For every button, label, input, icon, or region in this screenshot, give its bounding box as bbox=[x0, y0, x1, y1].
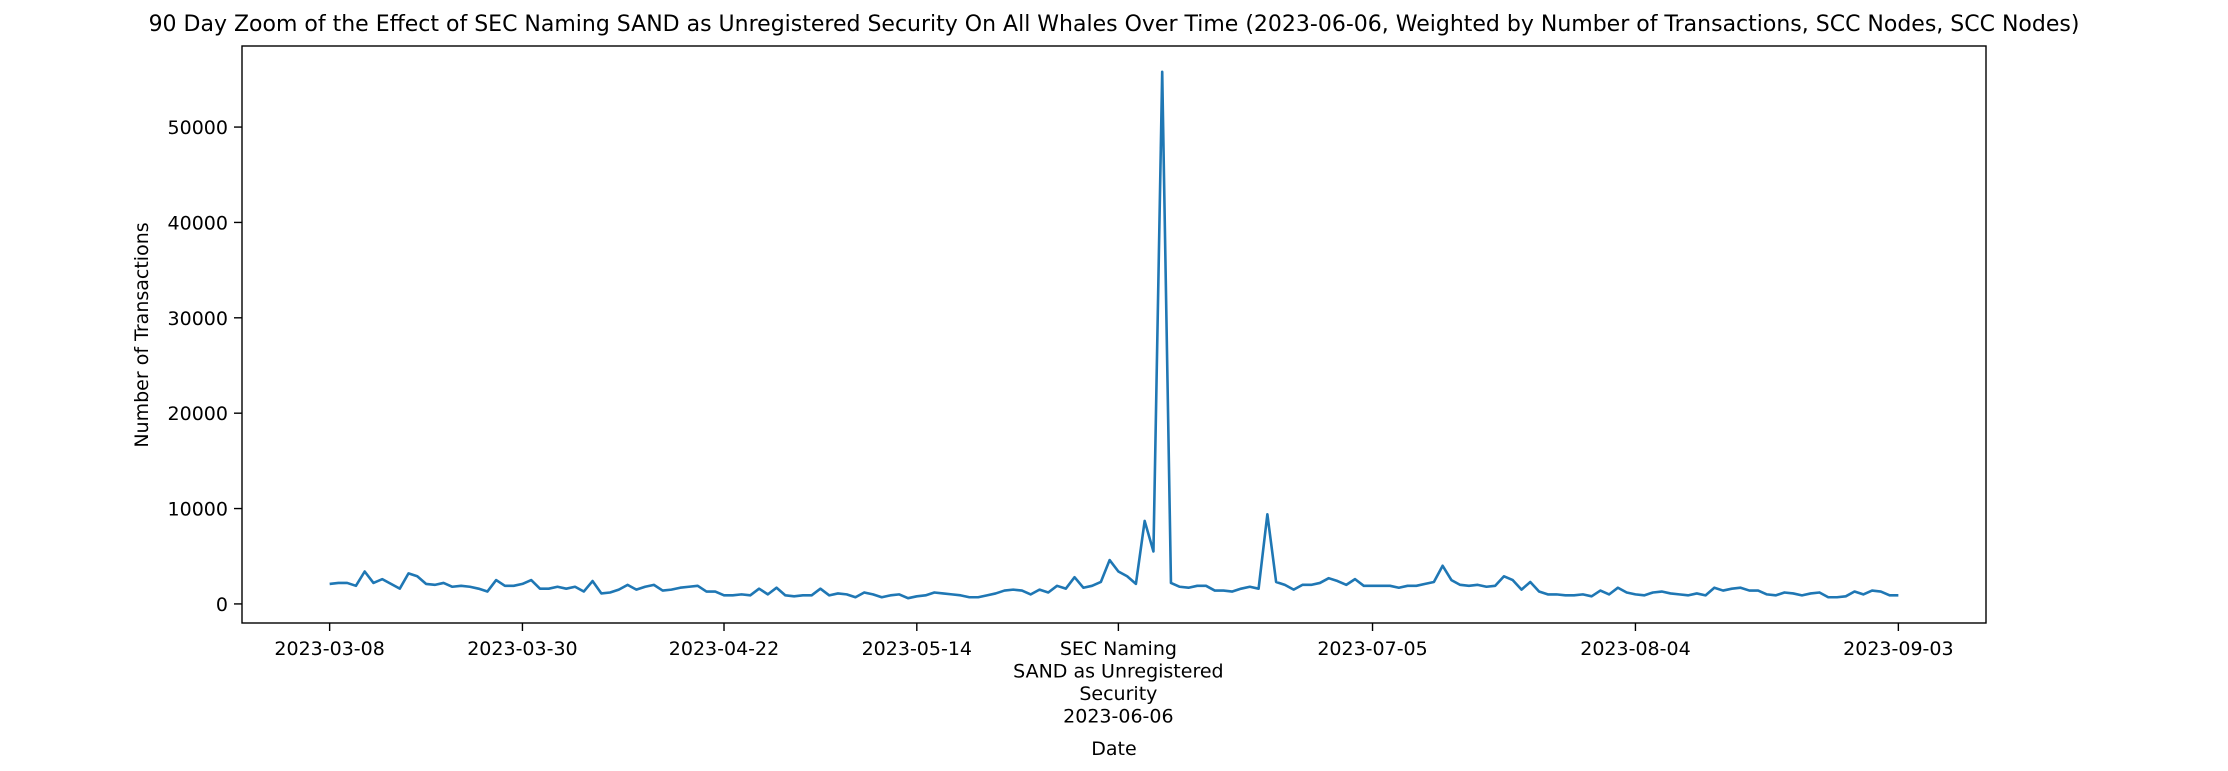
plot-area-frame bbox=[241, 45, 1987, 624]
x-tick-label: 2023-03-08 bbox=[274, 638, 384, 660]
y-tick-label: 10000 bbox=[168, 499, 228, 521]
y-tick-label: 40000 bbox=[168, 212, 228, 234]
x-tick-label: 2023-09-03 bbox=[1843, 638, 1953, 660]
x-tick-label: 2023-03-30 bbox=[467, 638, 577, 660]
y-tick-label: 0 bbox=[216, 594, 228, 616]
x-tick-label: Security bbox=[1079, 683, 1157, 705]
y-axis-title: Number of Transactions bbox=[131, 222, 153, 447]
chart-title: 90 Day Zoom of the Effect of SEC Naming … bbox=[149, 12, 2080, 37]
x-tick-label: SAND as Unregistered bbox=[1013, 661, 1223, 683]
x-axis-title: Date bbox=[1091, 738, 1136, 760]
y-tick-label: 30000 bbox=[168, 308, 228, 330]
y-tick-label: 20000 bbox=[168, 403, 228, 425]
x-tick-label: 2023-07-05 bbox=[1317, 638, 1427, 660]
x-tick-label: SEC Naming bbox=[1060, 638, 1177, 660]
x-tick-label: 2023-04-22 bbox=[669, 638, 779, 660]
x-tick-label: 2023-08-04 bbox=[1580, 638, 1690, 660]
y-axis: 0 10000 20000 30000 40000 50000 bbox=[168, 117, 242, 616]
x-tick-label: 2023-05-14 bbox=[862, 638, 972, 660]
x-axis: 2023-03-08 2023-03-30 2023-04-22 2023-05-14… bbox=[274, 623, 1954, 728]
series-line bbox=[329, 70, 1899, 600]
y-tick-label: 50000 bbox=[168, 117, 228, 139]
x-tick-label: 2023-06-06 bbox=[1063, 706, 1173, 728]
